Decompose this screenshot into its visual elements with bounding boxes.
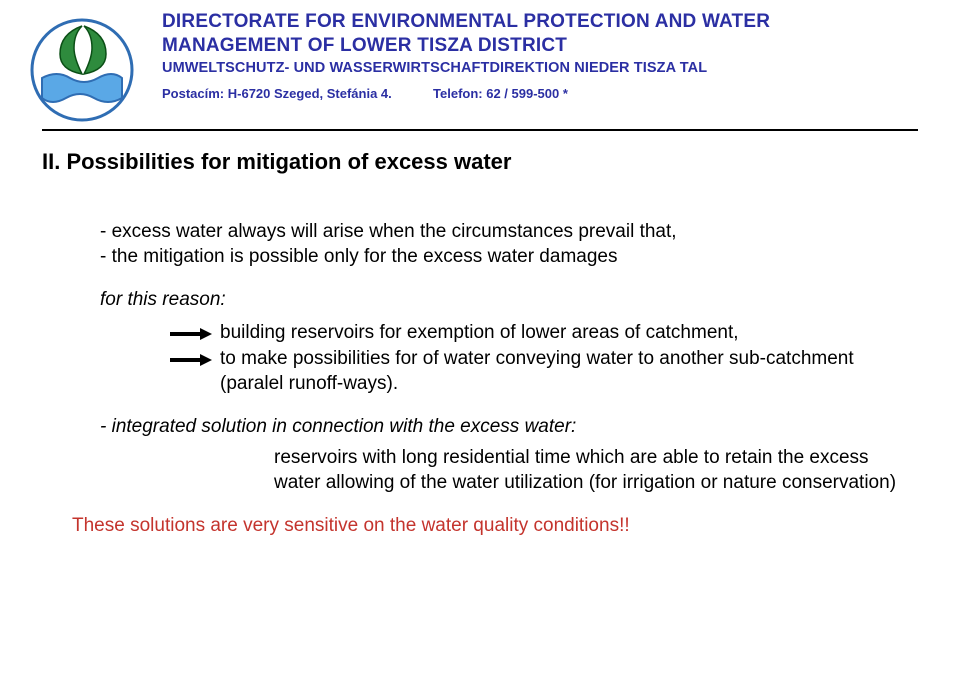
integrated-label: - integrated solution in connection with… [100, 416, 918, 438]
document-header: ATIKÖVIZIG DIRECTORATE FOR ENVIRONMENTAL… [0, 0, 960, 123]
arrow-icon [170, 347, 220, 371]
footer-warning: These solutions are very sensitive on th… [72, 515, 918, 537]
svg-text:ATIKÖVIZIG: ATIKÖVIZIG [35, 122, 128, 123]
bullet-row: building reservoirs for exemption of low… [170, 321, 918, 345]
bullet-row: to make possibilities for of water conve… [170, 347, 918, 396]
org-subtitle: UMWELTSCHUTZ- UND WASSERWIRTSCHAFTDIREKT… [162, 60, 770, 76]
reason-label: for this reason: [100, 289, 918, 311]
lead-line-1: - excess water always will arise when th… [100, 219, 918, 244]
org-title-line1: DIRECTORATE FOR ENVIRONMENTAL PROTECTION… [162, 10, 770, 34]
integrated-body: reservoirs with long residential time wh… [274, 446, 914, 495]
org-title-line2: MANAGEMENT OF LOWER TISZA DISTRICT [162, 34, 770, 58]
header-text-block: DIRECTORATE FOR ENVIRONMENTAL PROTECTION… [152, 8, 770, 101]
arrow-icon [170, 321, 220, 345]
address-row: Postacím: H-6720 Szeged, Stefánia 4. Tel… [162, 86, 770, 101]
lead-line-2: - the mitigation is possible only for th… [100, 244, 918, 269]
bullet-text-2: to make possibilities for of water conve… [220, 347, 860, 396]
phone-number: Telefon: 62 / 599-500 * [433, 86, 568, 101]
bullet-text-1: building reservoirs for exemption of low… [220, 321, 739, 345]
main-content: II. Possibilities for mitigation of exce… [0, 131, 960, 537]
org-logo: ATIKÖVIZIG [12, 8, 152, 123]
lead-block: - excess water always will arise when th… [100, 219, 918, 269]
bullet-list: building reservoirs for exemption of low… [170, 321, 918, 396]
section-title: II. Possibilities for mitigation of exce… [42, 149, 918, 175]
postal-address: Postacím: H-6720 Szeged, Stefánia 4. [162, 86, 392, 101]
